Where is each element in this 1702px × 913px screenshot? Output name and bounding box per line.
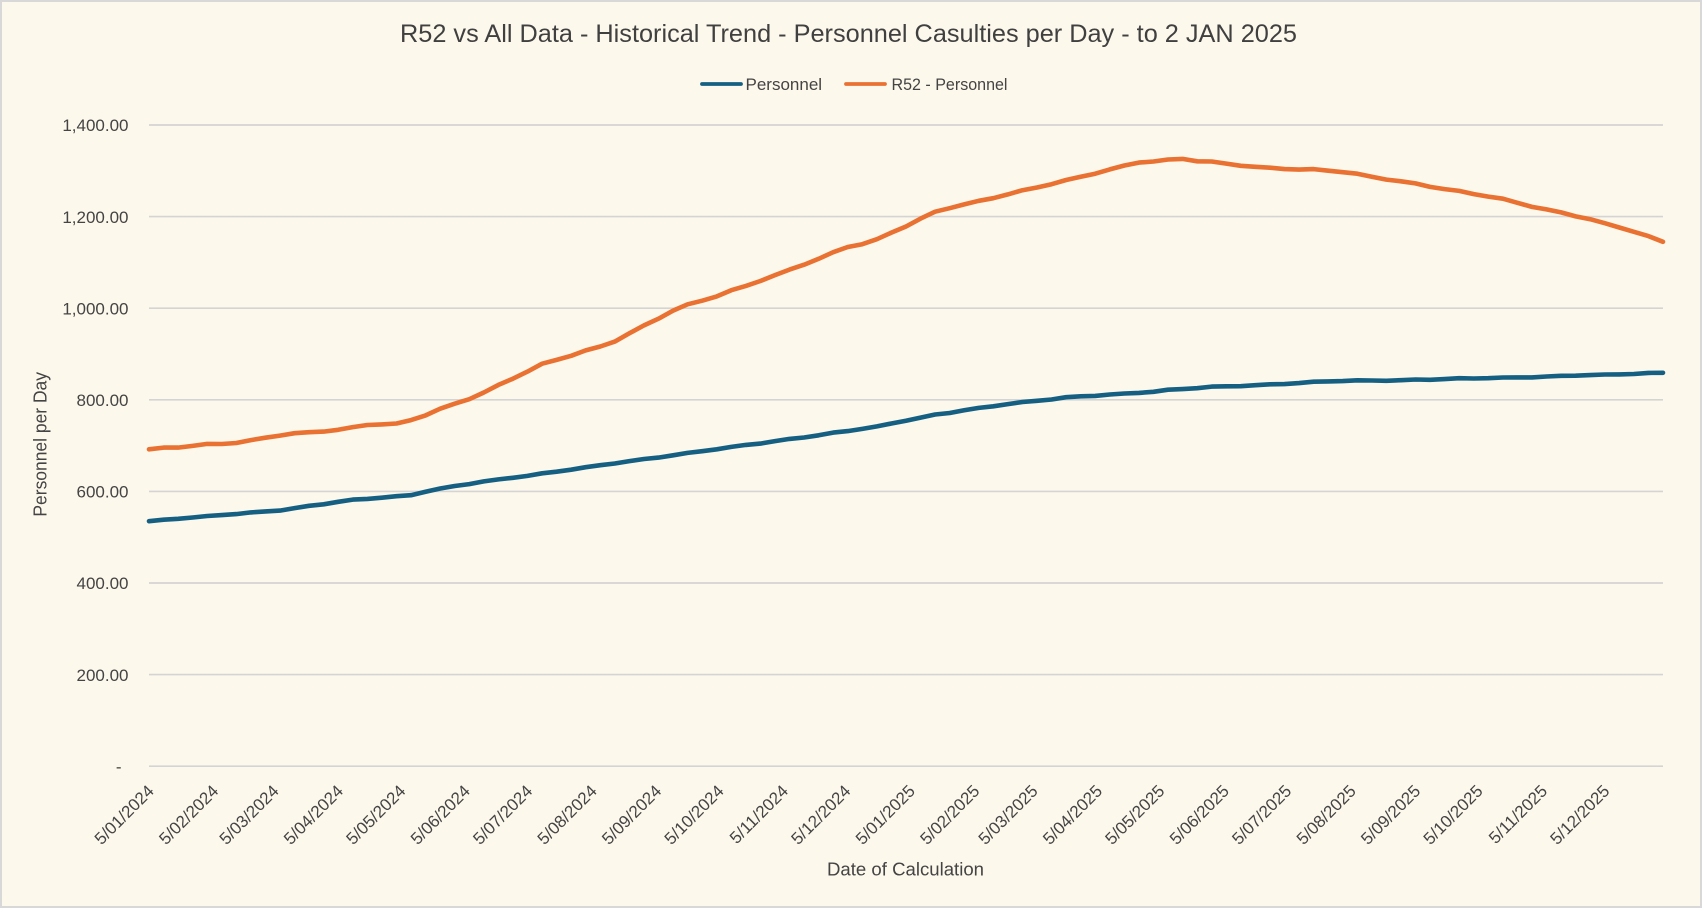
svg-text:600.00: 600.00 xyxy=(77,483,129,502)
svg-text:200.00: 200.00 xyxy=(77,666,129,685)
svg-text:Personnel: Personnel xyxy=(746,75,823,94)
svg-text:1,000.00: 1,000.00 xyxy=(62,299,128,318)
svg-text:800.00: 800.00 xyxy=(77,391,129,410)
svg-text:R52 - Personnel: R52 - Personnel xyxy=(892,75,1008,94)
svg-text:-: - xyxy=(116,757,122,776)
svg-text:R52 vs All Data - Historical T: R52 vs All Data - Historical Trend - Per… xyxy=(400,20,1297,48)
svg-text:Date of Calculation: Date of Calculation xyxy=(827,859,984,880)
svg-text:Personnel per Day: Personnel per Day xyxy=(30,371,51,516)
svg-text:1,200.00: 1,200.00 xyxy=(62,208,128,227)
svg-text:400.00: 400.00 xyxy=(77,574,129,593)
svg-text:1,400.00: 1,400.00 xyxy=(62,116,128,135)
